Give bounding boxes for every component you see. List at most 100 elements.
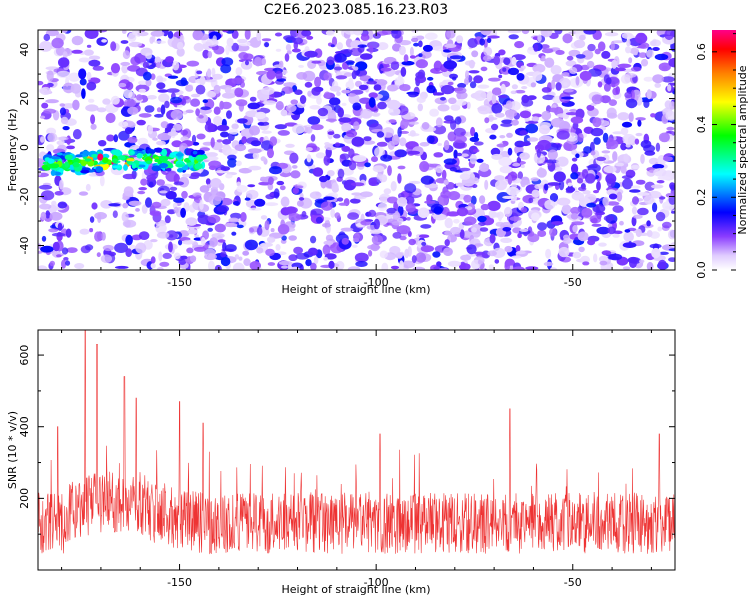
heatmap-cell bbox=[226, 37, 234, 47]
heatmap-cell bbox=[460, 254, 472, 261]
heatmap-cell bbox=[388, 119, 397, 123]
heatmap-cell bbox=[664, 30, 674, 41]
heatmap-cell bbox=[207, 227, 213, 232]
heatmap-signal-cell bbox=[75, 154, 83, 158]
heatmap-cell bbox=[114, 265, 129, 269]
heatmap-cell bbox=[199, 199, 204, 210]
heatmap-cell bbox=[288, 213, 301, 222]
heatmap-cell bbox=[61, 259, 67, 269]
heatmap-cell bbox=[180, 77, 188, 86]
heatmap-cell bbox=[320, 201, 333, 211]
heatmap-cell bbox=[176, 104, 183, 108]
heatmap-cell bbox=[209, 237, 218, 248]
heatmap-cell bbox=[621, 175, 633, 180]
heatmap-cell bbox=[244, 30, 251, 40]
heatmap-cell bbox=[211, 233, 225, 239]
heatmap-signal-cell bbox=[138, 164, 146, 168]
heatmap-cell bbox=[158, 251, 163, 262]
heatmap-cell bbox=[150, 30, 165, 37]
heatmap-cell bbox=[231, 231, 237, 236]
heatmap-cell bbox=[343, 72, 353, 77]
heatmap-cell bbox=[39, 115, 46, 119]
heatmap-cell bbox=[586, 202, 597, 208]
heatmap-cell bbox=[519, 130, 528, 136]
heatmap-cell bbox=[511, 84, 518, 90]
heatmap-cell bbox=[66, 135, 71, 145]
heatmap-cell bbox=[473, 75, 483, 84]
heatmap-cell bbox=[607, 226, 616, 235]
heatmap-cell bbox=[85, 183, 91, 192]
heatmap-cell bbox=[182, 239, 195, 245]
heatmap-signal-cell bbox=[166, 167, 172, 172]
heatmap-cell bbox=[519, 228, 529, 232]
heatmap-cell bbox=[61, 103, 76, 109]
heatmap-cell bbox=[154, 40, 167, 44]
heatmap-cell bbox=[409, 55, 416, 59]
heatmap-cell bbox=[498, 74, 503, 79]
heatmap-cell bbox=[620, 127, 629, 136]
heatmap-cell bbox=[487, 250, 497, 257]
heatmap-cell bbox=[547, 182, 562, 186]
heatmap-cell bbox=[125, 248, 132, 257]
colorbar-tick-label: 0.2 bbox=[695, 189, 708, 207]
heatmap-cell bbox=[128, 32, 137, 42]
heatmap-cell bbox=[579, 70, 592, 81]
y-tick-label: -40 bbox=[18, 237, 31, 255]
heatmap-cell bbox=[310, 134, 316, 142]
heatmap-cell bbox=[204, 156, 219, 161]
heatmap-cell bbox=[176, 41, 184, 50]
heatmap-cell bbox=[164, 215, 171, 224]
heatmap-cell bbox=[122, 173, 136, 180]
heatmap-cell bbox=[515, 245, 521, 253]
heatmap-cell bbox=[128, 41, 142, 48]
heatmap-cell bbox=[294, 89, 303, 95]
heatmap-cell bbox=[479, 38, 486, 46]
heatmap-cell bbox=[413, 42, 420, 47]
heatmap-cell bbox=[269, 192, 274, 196]
heatmap-cell bbox=[136, 119, 146, 126]
heatmap-cell bbox=[38, 243, 42, 250]
heatmap-signal-cell bbox=[126, 158, 135, 162]
heatmap-cell bbox=[141, 204, 148, 214]
heatmap-cell bbox=[540, 30, 553, 38]
heatmap-cell bbox=[484, 179, 489, 190]
heatmap-cell bbox=[351, 192, 362, 196]
heatmap-cell bbox=[652, 74, 664, 84]
heatmap-cell bbox=[514, 41, 525, 49]
heatmap-cell bbox=[277, 130, 290, 136]
heatmap-cell bbox=[59, 107, 67, 116]
heatmap-cell bbox=[644, 150, 656, 156]
heatmap-cell bbox=[640, 58, 649, 67]
heatmap-cell bbox=[374, 79, 388, 86]
heatmap-cell bbox=[336, 91, 341, 97]
heatmap-cell bbox=[368, 177, 378, 186]
heatmap-cell bbox=[290, 170, 301, 179]
heatmap-cell bbox=[280, 90, 286, 96]
heatmap-cell bbox=[269, 166, 282, 175]
heatmap-cell bbox=[360, 108, 373, 119]
heatmap-cell bbox=[631, 216, 637, 227]
heatmap-cell bbox=[333, 66, 343, 71]
heatmap-cell bbox=[390, 61, 400, 70]
heatmap-cell bbox=[368, 250, 373, 257]
heatmap-cell bbox=[480, 66, 488, 72]
heatmap-cell bbox=[612, 205, 624, 213]
heatmap-cell bbox=[367, 41, 380, 49]
heatmap-cell bbox=[90, 123, 97, 130]
heatmap-cell bbox=[453, 127, 466, 137]
heatmap-cell bbox=[292, 165, 298, 169]
heatmap-cell bbox=[196, 133, 206, 140]
heatmap-cell bbox=[562, 33, 573, 44]
heatmap-cell bbox=[307, 90, 312, 97]
heatmap-cell bbox=[537, 34, 542, 42]
heatmap-cell bbox=[470, 126, 476, 137]
colorbar: 0.0 0.2 0.4 0.6 Normalized spectral amplitu… bbox=[695, 30, 749, 279]
heatmap-cell bbox=[88, 173, 98, 177]
heatmap-cell bbox=[555, 166, 563, 171]
heatmap-cell bbox=[399, 137, 407, 147]
heatmap-cell bbox=[537, 230, 547, 237]
heatmap-cell bbox=[105, 112, 116, 124]
heatmap-cell bbox=[221, 57, 234, 67]
heatmap-cell bbox=[440, 84, 455, 95]
heatmap-cell bbox=[506, 186, 520, 196]
